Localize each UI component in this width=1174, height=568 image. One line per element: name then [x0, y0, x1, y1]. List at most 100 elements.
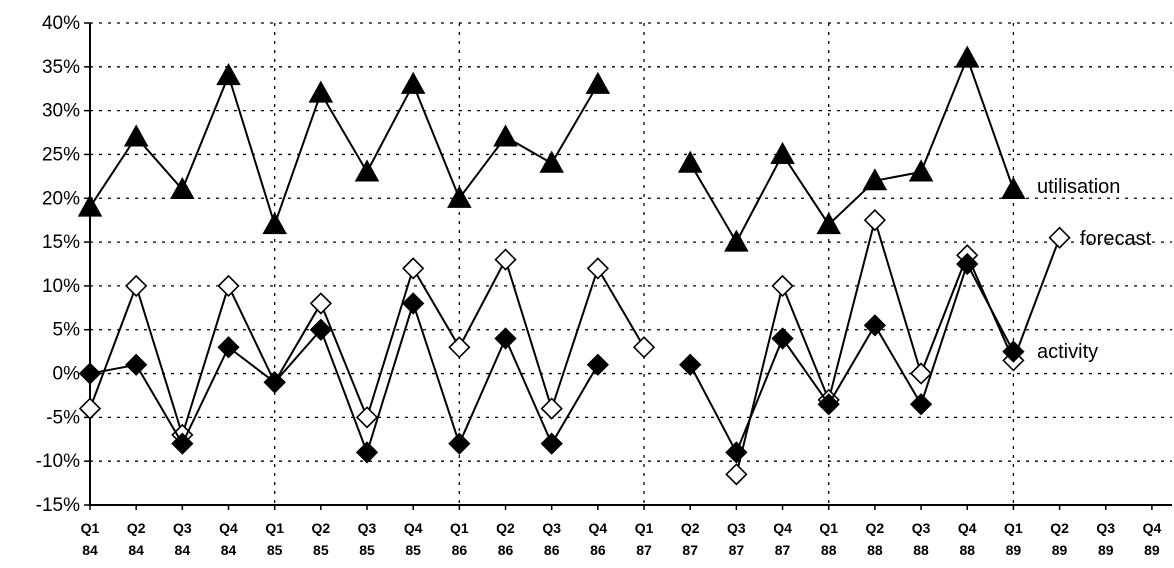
x-tick-quarter-label: Q2 — [1050, 520, 1069, 536]
activity-point — [863, 314, 887, 337]
activity-point — [448, 432, 471, 455]
forecast-point — [494, 248, 517, 271]
x-tick-quarter-label: Q4 — [404, 520, 423, 536]
activity-point — [1002, 340, 1025, 363]
x-tick-quarter-label: Q1 — [450, 520, 469, 536]
utilisation-point — [585, 71, 611, 94]
forecast-series-label: forecast — [1080, 228, 1152, 250]
activity-point — [909, 393, 933, 416]
x-tick-quarter-label: Q1 — [1004, 520, 1023, 536]
utilisation-point — [493, 124, 518, 147]
x-tick-quarter-label: Q1 — [819, 520, 838, 536]
forecast-point — [78, 397, 102, 420]
x-tick-quarter-label: Q1 — [81, 520, 100, 536]
y-tick-label: 0% — [53, 364, 81, 385]
x-tick-year-label: 85 — [405, 542, 421, 558]
activity-point — [125, 353, 148, 376]
utilisation-point — [170, 176, 195, 200]
forecast-point — [725, 463, 748, 486]
x-tick-year-label: 87 — [682, 542, 698, 558]
y-tick-label: -5% — [46, 407, 80, 428]
utilisation-point — [539, 150, 564, 173]
utilisation-point — [447, 185, 472, 208]
x-tick-year-label: 85 — [267, 542, 283, 558]
x-tick-year-label: 89 — [1006, 542, 1022, 558]
forecast-point — [217, 274, 240, 298]
y-tick-label: -10% — [36, 451, 80, 472]
x-tick-year-label: 89 — [1098, 542, 1114, 558]
forecast-point — [309, 292, 332, 315]
x-tick-year-label: 88 — [959, 542, 975, 558]
x-tick-quarter-label: Q1 — [635, 520, 654, 536]
activity-line — [89, 300, 599, 456]
y-tick-label: 30% — [42, 101, 80, 122]
activity-point — [771, 327, 794, 350]
x-tick-quarter-label: Q3 — [912, 520, 931, 536]
utilisation-point — [308, 80, 334, 103]
forecast-point — [540, 397, 563, 420]
grid-layer — [90, 22, 1172, 505]
series-utilisation — [77, 45, 1026, 252]
activity-point — [355, 441, 379, 464]
activity-point — [540, 432, 563, 455]
x-tick-quarter-label: Q4 — [219, 520, 238, 536]
activity-point — [217, 336, 240, 359]
utilisation-point — [954, 45, 980, 68]
x-tick-year-label: 88 — [913, 542, 929, 558]
x-tick-quarter-label: Q1 — [265, 520, 284, 536]
y-tick-label: 5% — [53, 320, 81, 341]
utilisation-point — [770, 141, 795, 165]
activity-line — [689, 261, 1015, 455]
x-tick-year-label: 87 — [729, 542, 745, 558]
x-tick-year-label: 85 — [359, 542, 375, 558]
x-tick-quarter-label: Q2 — [866, 520, 885, 536]
activity-point — [679, 353, 702, 376]
utilisation-point — [400, 71, 426, 94]
x-tick-quarter-label: Q2 — [496, 520, 515, 536]
utilisation-point — [77, 194, 103, 217]
x-tick-year-label: 86 — [590, 542, 606, 558]
utilisation-point — [354, 159, 380, 182]
forecast-point — [909, 362, 933, 385]
utilisation-line — [689, 55, 1015, 245]
x-tick-quarter-label: Q3 — [727, 520, 746, 536]
x-tick-year-label: 85 — [313, 542, 329, 558]
utilisation-point — [862, 168, 888, 191]
forecast-point — [586, 257, 610, 280]
x-tick-year-label: 86 — [544, 542, 560, 558]
forecast-point — [355, 406, 379, 429]
series-activity — [78, 252, 1025, 464]
activity-point — [725, 441, 748, 464]
x-tick-year-label: 87 — [636, 542, 652, 558]
x-tick-year-label: 89 — [1144, 542, 1160, 558]
y-tick-label: 20% — [42, 188, 80, 209]
activity-series-label: activity — [1037, 341, 1098, 363]
x-tick-year-label: 89 — [1052, 542, 1068, 558]
x-tick-quarter-label: Q3 — [542, 520, 561, 536]
x-tick-year-label: 86 — [498, 542, 514, 558]
x-tick-quarter-label: Q4 — [958, 520, 977, 536]
forecast-line — [735, 216, 1061, 475]
activity-point — [494, 327, 517, 350]
forecast-point — [402, 257, 425, 280]
y-tick-label: 35% — [42, 57, 80, 78]
utilisation-point — [216, 63, 241, 86]
forecast-point — [448, 336, 471, 359]
x-tick-quarter-label: Q4 — [589, 520, 608, 536]
x-tick-quarter-label: Q3 — [1096, 520, 1115, 536]
utilisation-point — [677, 150, 703, 173]
activity-point — [309, 318, 332, 341]
y-tick-label: 25% — [42, 144, 80, 165]
utilisation-point — [816, 212, 841, 235]
utilisation-point — [262, 212, 287, 235]
utilisation-point — [908, 159, 934, 182]
x-tick-quarter-label: Q2 — [127, 520, 146, 536]
x-tick-year-label: 84 — [82, 542, 98, 558]
forecast-point — [863, 209, 887, 232]
x-tick-year-label: 88 — [867, 542, 883, 558]
utilisation-line — [89, 72, 599, 228]
activity-point — [817, 393, 840, 416]
utilisation-point — [123, 124, 149, 147]
activity-point — [263, 371, 286, 394]
x-tick-quarter-label: Q3 — [358, 520, 377, 536]
